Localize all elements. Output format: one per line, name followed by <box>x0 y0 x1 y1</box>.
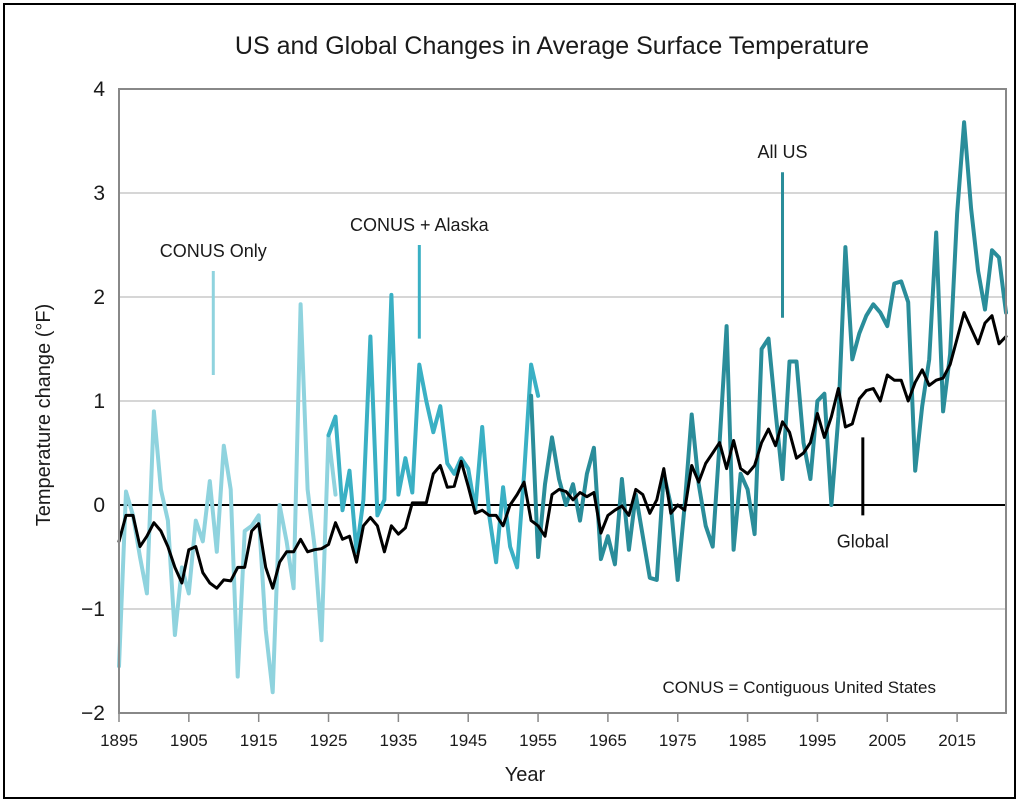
series-annotations: CONUS Only CONUS + Alaska All US Global <box>160 142 889 551</box>
x-tick-label: 1975 <box>659 731 697 750</box>
y-tick-label: −2 <box>81 702 105 725</box>
chart-title: US and Global Changes in Average Surface… <box>235 32 869 60</box>
y-axis-ticks: 4 3 2 1 0 −1 −2 <box>81 78 105 725</box>
x-tick-label: 1895 <box>100 731 138 750</box>
x-tick-label: 1925 <box>310 731 348 750</box>
footnote: CONUS = Contiguous United States <box>662 678 936 697</box>
plot-border <box>118 88 1007 714</box>
gridlines <box>119 192 1006 610</box>
series-lines <box>117 120 1008 695</box>
y-tick-label: 0 <box>93 494 105 517</box>
series-line-global <box>117 311 1008 590</box>
x-axis-ticks: 1895 1905 1915 1925 1935 1945 1955 1965 1975 1985… <box>100 713 976 750</box>
x-tick-label: 1995 <box>799 731 837 750</box>
y-axis-label: Temperature change (°F) <box>33 304 55 527</box>
x-tick-label: 1905 <box>170 731 208 750</box>
annotation-label: All US <box>757 142 807 162</box>
annotation-label: CONUS + Alaska <box>350 215 490 235</box>
x-tick-label: 1965 <box>589 731 627 750</box>
y-tick-label: 3 <box>93 182 105 205</box>
x-axis-label: Year <box>505 764 546 786</box>
x-tick-label: 1915 <box>240 731 278 750</box>
x-tick-label: 2015 <box>938 731 976 750</box>
annotation-label: CONUS Only <box>160 241 267 261</box>
y-tick-label: −1 <box>81 598 105 621</box>
x-tick-label: 1935 <box>379 731 417 750</box>
x-tick-label: 2005 <box>868 731 906 750</box>
y-tick-label: 2 <box>93 286 105 309</box>
x-tick-label: 1955 <box>519 731 557 750</box>
series-line-conus-only <box>117 302 338 695</box>
annotation-label: Global <box>837 531 889 551</box>
x-tick-label: 1985 <box>729 731 767 750</box>
x-tick-label: 1945 <box>449 731 487 750</box>
y-tick-label: 4 <box>93 78 105 101</box>
series-line-conus-alaska <box>326 292 541 570</box>
y-tick-label: 1 <box>93 390 105 413</box>
series-line-all-us <box>529 120 1008 582</box>
